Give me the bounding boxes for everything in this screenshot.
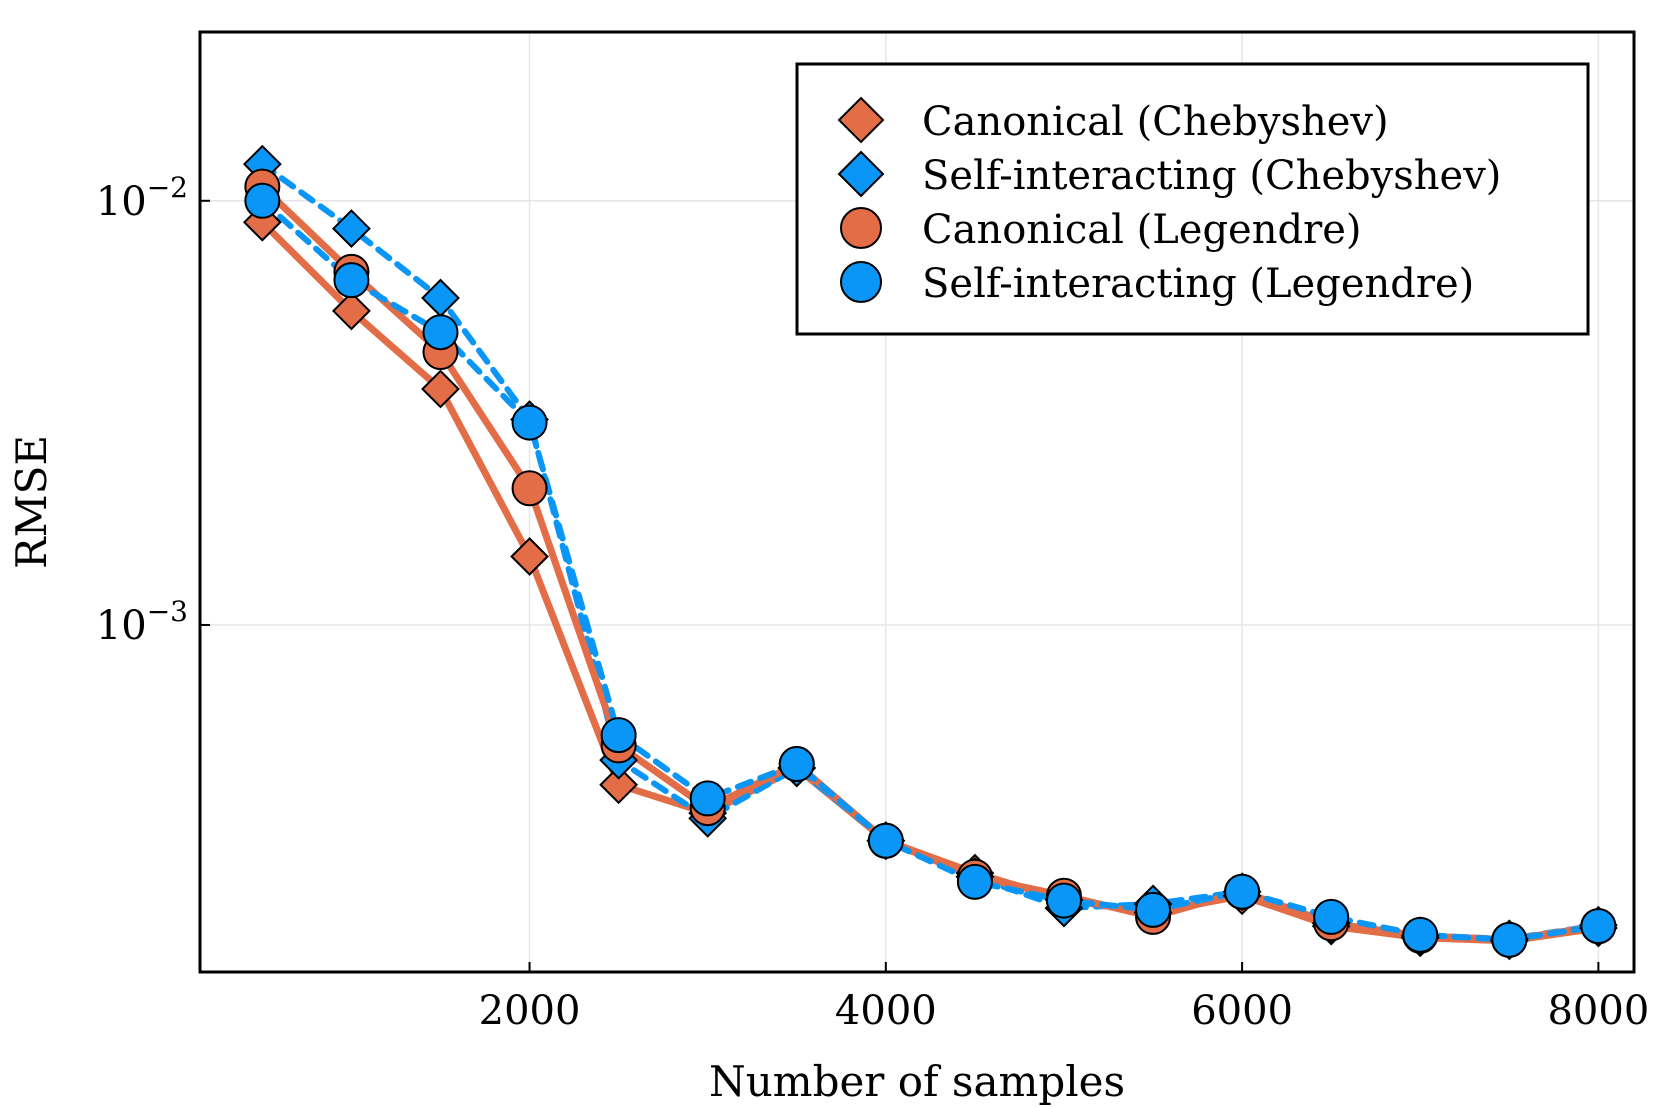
- legend-box: [795, 62, 1590, 336]
- data-point-series-3: [511, 404, 548, 441]
- data-point-series-0: [332, 291, 371, 331]
- series-layer: [242, 144, 1618, 961]
- legend-marker-1: [837, 150, 885, 198]
- data-point-series-3: [956, 863, 993, 900]
- y-axis-label: RMSE: [7, 435, 56, 569]
- data-point-series-3: [1580, 908, 1617, 945]
- y-tick-label: 10−3: [96, 595, 188, 649]
- data-point-series-3: [1045, 882, 1082, 919]
- data-point-series-3: [244, 182, 281, 219]
- legend-label: Canonical (Chebyshev): [922, 99, 1389, 145]
- data-point-series-3: [333, 262, 370, 299]
- y-tick-label: 10−2: [96, 171, 188, 225]
- data-point-series-3: [1224, 873, 1261, 910]
- series-markers: [242, 144, 1618, 961]
- tick-layer: 2000 4000 6000 8000 10−3 10−2: [96, 171, 1649, 1034]
- data-point-series-3: [1135, 891, 1172, 928]
- legend: Canonical (Chebyshev) Self-interacting (…: [795, 62, 1590, 336]
- data-point-series-3: [1402, 916, 1439, 953]
- legend-label: Self-interacting (Chebyshev): [922, 153, 1501, 199]
- x-tick-label: 4000: [835, 988, 937, 1034]
- data-point-series-3: [1491, 921, 1528, 958]
- x-axis-label: Number of samples: [709, 1057, 1125, 1106]
- legend-marker-2: [840, 207, 882, 249]
- x-tick-label: 6000: [1191, 988, 1293, 1034]
- plot-frame: [198, 30, 1636, 974]
- x-tick-label: 8000: [1547, 988, 1649, 1034]
- data-point-series-3: [778, 746, 815, 783]
- legend-marker-3: [840, 261, 882, 303]
- series-lines: [258, 161, 1602, 945]
- x-tick-label: 2000: [479, 988, 581, 1034]
- data-point-series-3: [867, 822, 904, 859]
- data-point-series-3: [689, 780, 726, 817]
- data-point-series-3: [422, 314, 459, 351]
- data-point-series-0: [421, 369, 460, 409]
- legend-marker-0: [837, 96, 885, 144]
- data-point-series-1: [332, 209, 371, 248]
- data-point-series-0: [510, 537, 549, 576]
- legend-label: Self-interacting (Legendre): [922, 261, 1474, 307]
- series-line-3: [259, 197, 1602, 943]
- data-point-series-0: [599, 765, 639, 805]
- data-point-series-3: [1313, 898, 1350, 935]
- legend-label: Canonical (Legendre): [922, 207, 1362, 253]
- data-point-series-2: [511, 470, 548, 507]
- data-point-series-3: [600, 717, 637, 754]
